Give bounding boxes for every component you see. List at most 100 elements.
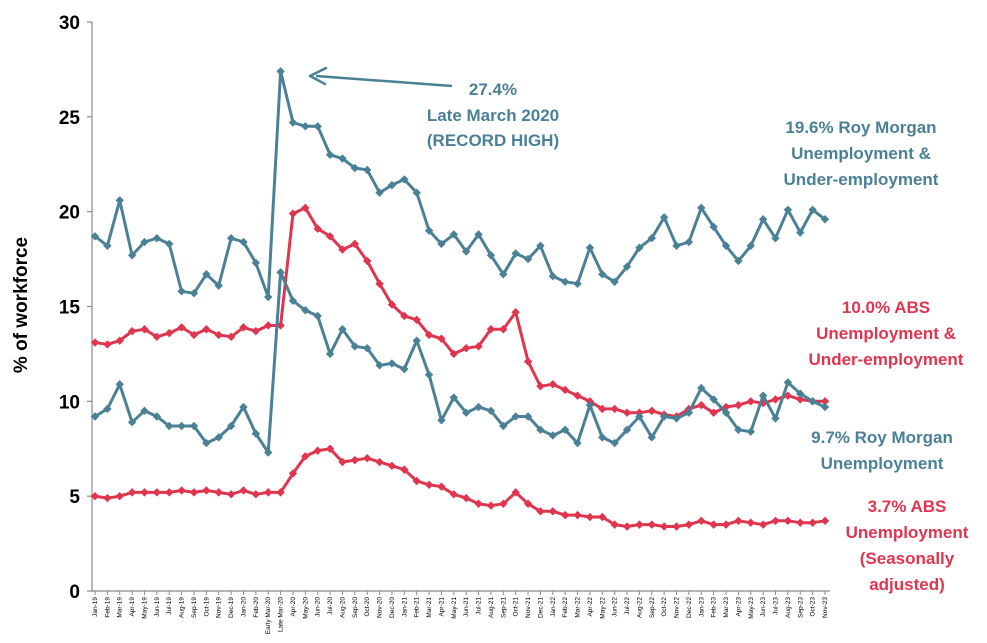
series-roy-morgan-unemployment (90, 268, 830, 457)
data-point (474, 342, 483, 351)
data-point (659, 213, 669, 222)
rm-total-label-3: Under-employment (784, 170, 939, 189)
data-point (301, 452, 310, 461)
data-point (350, 239, 360, 249)
data-point (560, 277, 570, 287)
data-point (115, 380, 124, 389)
data-point (548, 271, 557, 281)
data-point (115, 336, 124, 345)
data-point (301, 122, 310, 131)
data-point (338, 245, 347, 254)
data-point (734, 516, 743, 526)
data-point (721, 520, 731, 529)
data-point (375, 457, 384, 467)
data-point (177, 287, 186, 296)
y-axis-label: % of workforce (11, 237, 32, 373)
x-tick-label: Sep-20 (352, 597, 359, 618)
data-point (697, 400, 706, 410)
series-line (94, 206, 825, 418)
data-point (560, 425, 570, 434)
data-point (226, 421, 236, 431)
data-point (350, 455, 360, 465)
x-tick-label: Aug-19 (179, 597, 186, 618)
data-point (400, 364, 409, 374)
data-point (486, 406, 496, 416)
data-point (461, 344, 471, 353)
data-point (400, 175, 409, 184)
data-point (90, 412, 100, 421)
data-point (165, 328, 174, 338)
y-tick-label: 20 (59, 203, 80, 224)
data-point (511, 488, 520, 497)
data-point (325, 349, 335, 359)
data-point (350, 342, 360, 351)
data-point (214, 330, 223, 340)
x-tick-label: Early Mar-20 (265, 597, 272, 635)
data-point (585, 243, 595, 252)
data-point (499, 270, 508, 279)
data-point (808, 205, 817, 214)
data-point (820, 215, 830, 224)
data-point (697, 383, 706, 393)
x-tick-label: Jun-19 (154, 597, 161, 617)
data-point (264, 292, 273, 302)
data-point (721, 241, 731, 251)
data-point (226, 490, 236, 499)
data-point (672, 414, 681, 423)
data-point (177, 486, 186, 495)
x-tick-label: Dec-22 (686, 597, 693, 618)
y-tick-label: 10 (59, 392, 80, 413)
data-point (709, 222, 718, 232)
x-tick-label: Oct-20 (364, 597, 371, 617)
data-point (622, 425, 632, 434)
x-tick-label: May-23 (748, 597, 755, 619)
data-point (523, 499, 533, 508)
rm-unemp-label-1: 9.7% Roy Morgan (811, 428, 953, 447)
x-tick-label: Jul-23 (773, 597, 780, 615)
data-point (375, 279, 384, 288)
data-point (214, 488, 223, 497)
x-tick-label: Apr-22 (587, 597, 594, 617)
x-tick-label: Oct-19 (203, 597, 210, 617)
data-point (140, 237, 149, 247)
data-point (325, 232, 335, 241)
x-tick-label: Jul-19 (166, 597, 173, 615)
x-ticks: Jan-19 Feb-19 Mar-19 Apr-19 May-19 Jun-19 Jul-… (92, 591, 829, 634)
data-point (152, 234, 162, 243)
data-point (771, 414, 780, 423)
x-tick-label: Sep-22 (649, 597, 656, 618)
data-point (276, 488, 285, 497)
data-point (635, 412, 644, 421)
data-point (387, 359, 397, 368)
data-point (449, 349, 459, 359)
data-point (474, 230, 483, 239)
data-point (511, 249, 520, 258)
data-point (152, 412, 162, 421)
data-point (214, 433, 223, 442)
abs-unemp-label-1: 3.7% ABS (868, 497, 947, 516)
data-point (511, 307, 520, 317)
x-tick-label: Feb-20 (253, 597, 260, 618)
data-point (90, 232, 100, 241)
x-tick-label: Mar-21 (426, 597, 433, 618)
data-point (202, 486, 211, 495)
data-point (288, 469, 298, 478)
data-point (709, 520, 718, 529)
data-point (721, 408, 731, 417)
data-point (103, 404, 112, 414)
data-point (746, 397, 755, 406)
data-point (140, 488, 149, 497)
data-point (758, 520, 768, 529)
abs-total-label-2: Unemployment & (816, 324, 956, 343)
data-point (573, 510, 582, 520)
data-point (523, 254, 533, 264)
data-point (573, 438, 582, 448)
data-point (647, 433, 656, 442)
data-point (746, 518, 755, 527)
peak-value-label: 27.4% (469, 80, 517, 99)
data-point (264, 488, 273, 497)
data-point (499, 421, 508, 431)
data-point (709, 395, 718, 404)
data-point (461, 408, 471, 417)
